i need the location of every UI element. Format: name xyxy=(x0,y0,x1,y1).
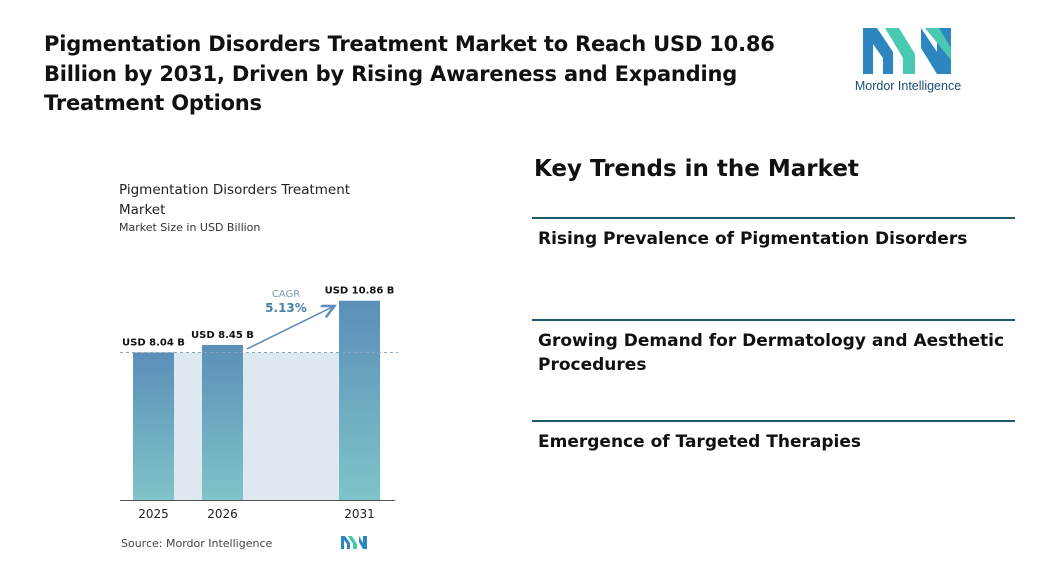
data-label-2031: USD 10.86 B xyxy=(325,286,395,297)
bar-2025 xyxy=(133,352,174,500)
x-tick-label-2025: 2025 xyxy=(138,507,169,521)
x-tick-label-2026: 2026 xyxy=(207,507,238,521)
cagr-arrow xyxy=(246,307,333,350)
mini-logo-icon xyxy=(341,536,367,549)
logo-word-intelligence: Intelligence xyxy=(894,79,962,93)
x-tick-label-2031: 2031 xyxy=(344,507,375,521)
chart-title: Pigmentation Disorders Treatment Market xyxy=(119,182,351,218)
trend-item: Emergence of Targeted Therapies xyxy=(532,420,1015,454)
source-note: Source: Mordor Intelligence xyxy=(121,537,273,550)
bar-2031 xyxy=(339,300,380,500)
data-label-2025: USD 8.04 B xyxy=(122,337,185,348)
reference-band xyxy=(174,352,339,500)
bar-2026 xyxy=(202,344,243,500)
cagr-label: CAGR xyxy=(272,289,300,300)
chart-subtitle: Market Size in USD Billion xyxy=(119,221,261,234)
logo-word-mordor: Mordor xyxy=(854,79,895,93)
logo-mark-icon xyxy=(863,28,951,74)
page-headline: Pigmentation Disorders Treatment Market … xyxy=(44,32,775,115)
trend-item: Rising Prevalence of Pigmentation Disord… xyxy=(532,217,1015,251)
key-trends-title: Key Trends in the Market xyxy=(534,156,859,182)
trend-item: Growing Demand for Dermatology and Aesth… xyxy=(532,319,1015,377)
logo-wordmark: Mordor Intelligence xyxy=(848,79,968,93)
trend-item-label: Growing Demand for Dermatology and Aesth… xyxy=(538,331,1005,375)
data-label-2026: USD 8.45 B xyxy=(191,330,254,341)
cagr-value: 5.13% xyxy=(265,301,307,315)
trend-item-label: Rising Prevalence of Pigmentation Disord… xyxy=(538,229,968,249)
mordor-intelligence-logo: Mordor Intelligence xyxy=(848,24,968,96)
trend-item-label: Emergence of Targeted Therapies xyxy=(538,432,861,452)
